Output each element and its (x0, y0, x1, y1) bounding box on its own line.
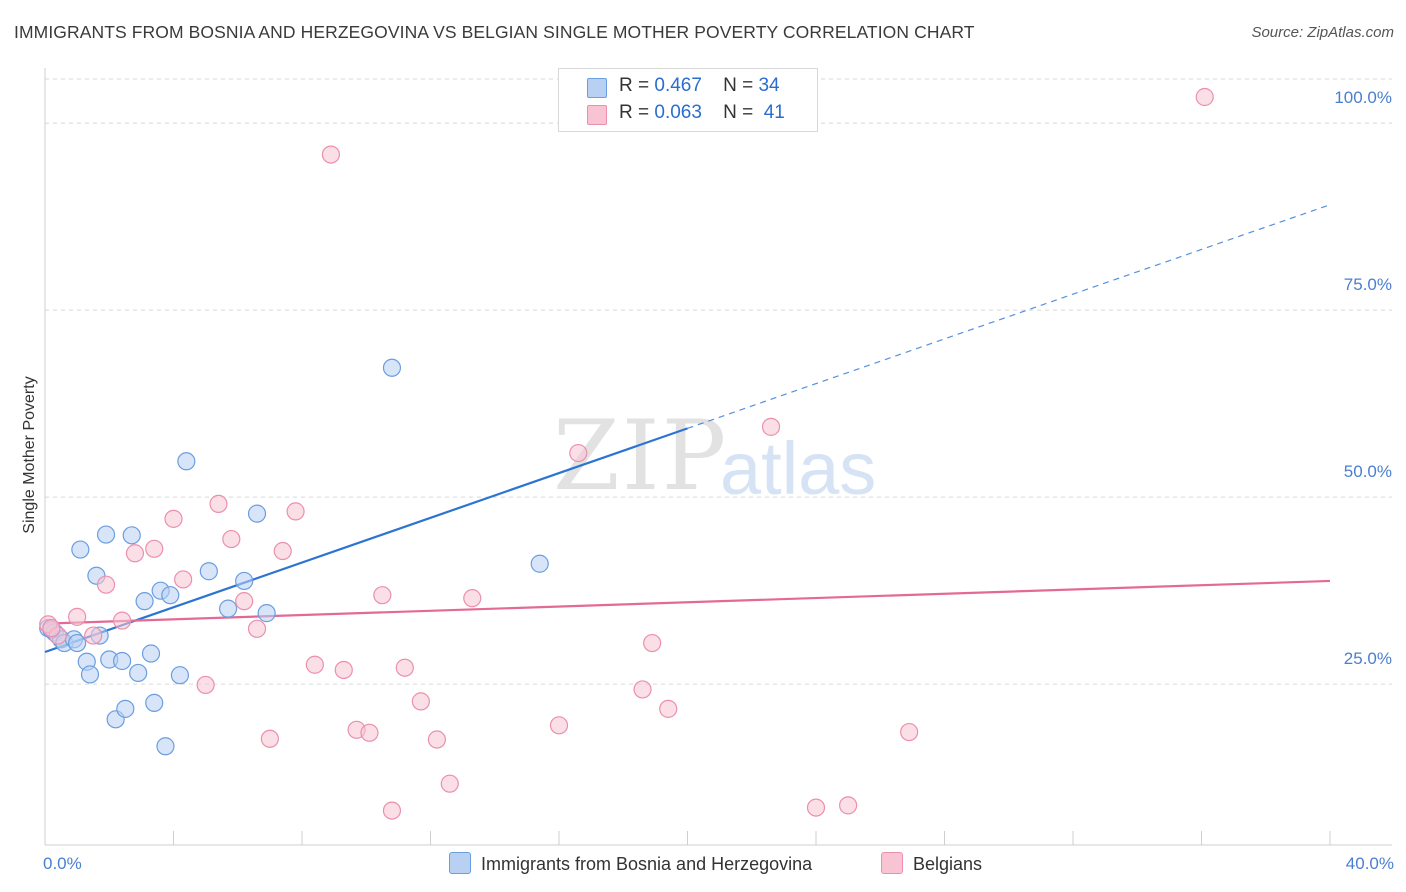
data-point-pink (68, 607, 87, 626)
data-point-pink (643, 633, 662, 653)
legend-swatch-pink (587, 105, 607, 125)
y-tick-label: 50.0% (1344, 462, 1392, 481)
data-point-pink (360, 723, 379, 742)
data-point-pink (761, 417, 781, 436)
legend-r-value: 0.467 (654, 75, 702, 96)
data-point-pink (145, 539, 164, 558)
legend-n-label: N = (723, 75, 754, 96)
data-point-blue (71, 540, 90, 559)
legend-n-value: 41 (763, 102, 785, 123)
data-point-pink (321, 145, 341, 164)
data-point-blue (530, 554, 549, 573)
legend-swatch-blue (587, 78, 607, 98)
data-point-blue (135, 592, 154, 611)
legend-r-label: R = (619, 102, 650, 123)
data-point-pink (286, 502, 305, 521)
data-point-pink (373, 586, 392, 605)
data-point-pink (84, 626, 103, 645)
chart-title: IMMIGRANTS FROM BOSNIA AND HERZEGOVINA V… (14, 22, 975, 42)
bottom-legend-swatch-blue (449, 852, 471, 874)
data-point-blue (161, 586, 180, 605)
data-point-blue (112, 651, 132, 671)
data-points (39, 87, 1214, 820)
data-point-pink (273, 541, 292, 561)
legend-r-label: R = (619, 75, 650, 96)
data-point-blue (247, 504, 267, 523)
data-point-pink (633, 680, 652, 699)
source-label: Source: ZipAtlas.com (1251, 24, 1394, 41)
x-tick-label: 0.0% (43, 854, 82, 873)
data-point-pink (247, 619, 267, 638)
data-point-pink (549, 716, 569, 735)
x-tick-label: 40.0% (1346, 854, 1394, 873)
bottom-legend-label-bosnia: Immigrants from Bosnia and Herzegovina (481, 854, 813, 874)
data-point-pink (900, 722, 919, 742)
data-point-pink (125, 544, 145, 563)
data-point-blue (219, 599, 238, 618)
data-point-pink (659, 699, 678, 718)
data-point-blue (68, 633, 87, 653)
legend-r-value: 0.063 (654, 102, 702, 123)
bottom-legend-item-bosnia: Immigrants from Bosnia and Herzegovina (449, 852, 812, 875)
bottom-legend-swatch-pink (881, 852, 903, 874)
data-point-blue (235, 571, 254, 591)
trend-line-blue (44, 427, 688, 654)
data-point-pink (305, 655, 324, 674)
data-point-pink (411, 692, 430, 711)
data-point-pink (96, 575, 116, 594)
data-point-pink (222, 529, 241, 549)
data-point-pink (806, 798, 826, 817)
data-point-blue (177, 452, 196, 471)
data-point-blue (129, 663, 148, 683)
data-point-blue (145, 693, 164, 712)
y-tick-label: 75.0% (1344, 275, 1392, 294)
bottom-legend-label-belgians: Belgians (913, 854, 983, 874)
data-point-blue (116, 699, 135, 718)
data-point-pink (440, 774, 459, 793)
data-point-blue (141, 644, 161, 663)
data-point-pink (42, 618, 61, 638)
data-point-blue (96, 525, 116, 544)
data-point-pink (569, 443, 588, 463)
data-point-pink (260, 729, 279, 748)
data-point-blue (257, 604, 276, 623)
data-point-pink (112, 611, 132, 630)
data-point-pink (174, 570, 193, 589)
data-point-blue (382, 358, 402, 377)
trend-line-blue-dashed (687, 204, 1331, 429)
correlation-legend: R = 0.467 N = 34 R = 0.063 N = 41 (558, 68, 818, 132)
data-point-blue (170, 666, 190, 685)
y-tick-label: 100.0% (1334, 88, 1392, 107)
data-point-pink (1195, 87, 1214, 107)
legend-n-value: 34 (758, 75, 780, 96)
data-point-pink (839, 796, 858, 815)
legend-n-label: N = (723, 102, 754, 123)
data-point-pink (209, 494, 228, 514)
data-point-pink (334, 660, 353, 680)
data-point-blue (199, 562, 218, 581)
data-point-blue (156, 737, 175, 756)
data-point-pink (196, 675, 215, 695)
data-point-blue (122, 526, 141, 545)
data-point-blue (80, 665, 100, 684)
data-point-pink (235, 592, 254, 611)
axes (44, 68, 1392, 846)
data-point-pink (427, 730, 447, 749)
tick-labels: 25.0% 50.0% 75.0% 100.0% 0.0% 40.0% (43, 88, 1394, 873)
data-point-pink (395, 658, 414, 677)
data-point-pink (382, 801, 402, 820)
watermark-atlas: atlas (720, 427, 877, 510)
bottom-legend-item-belgians: Belgians (881, 852, 982, 875)
data-point-pink (463, 589, 482, 608)
data-point-pink (164, 509, 183, 528)
y-tick-label: 25.0% (1344, 649, 1392, 668)
